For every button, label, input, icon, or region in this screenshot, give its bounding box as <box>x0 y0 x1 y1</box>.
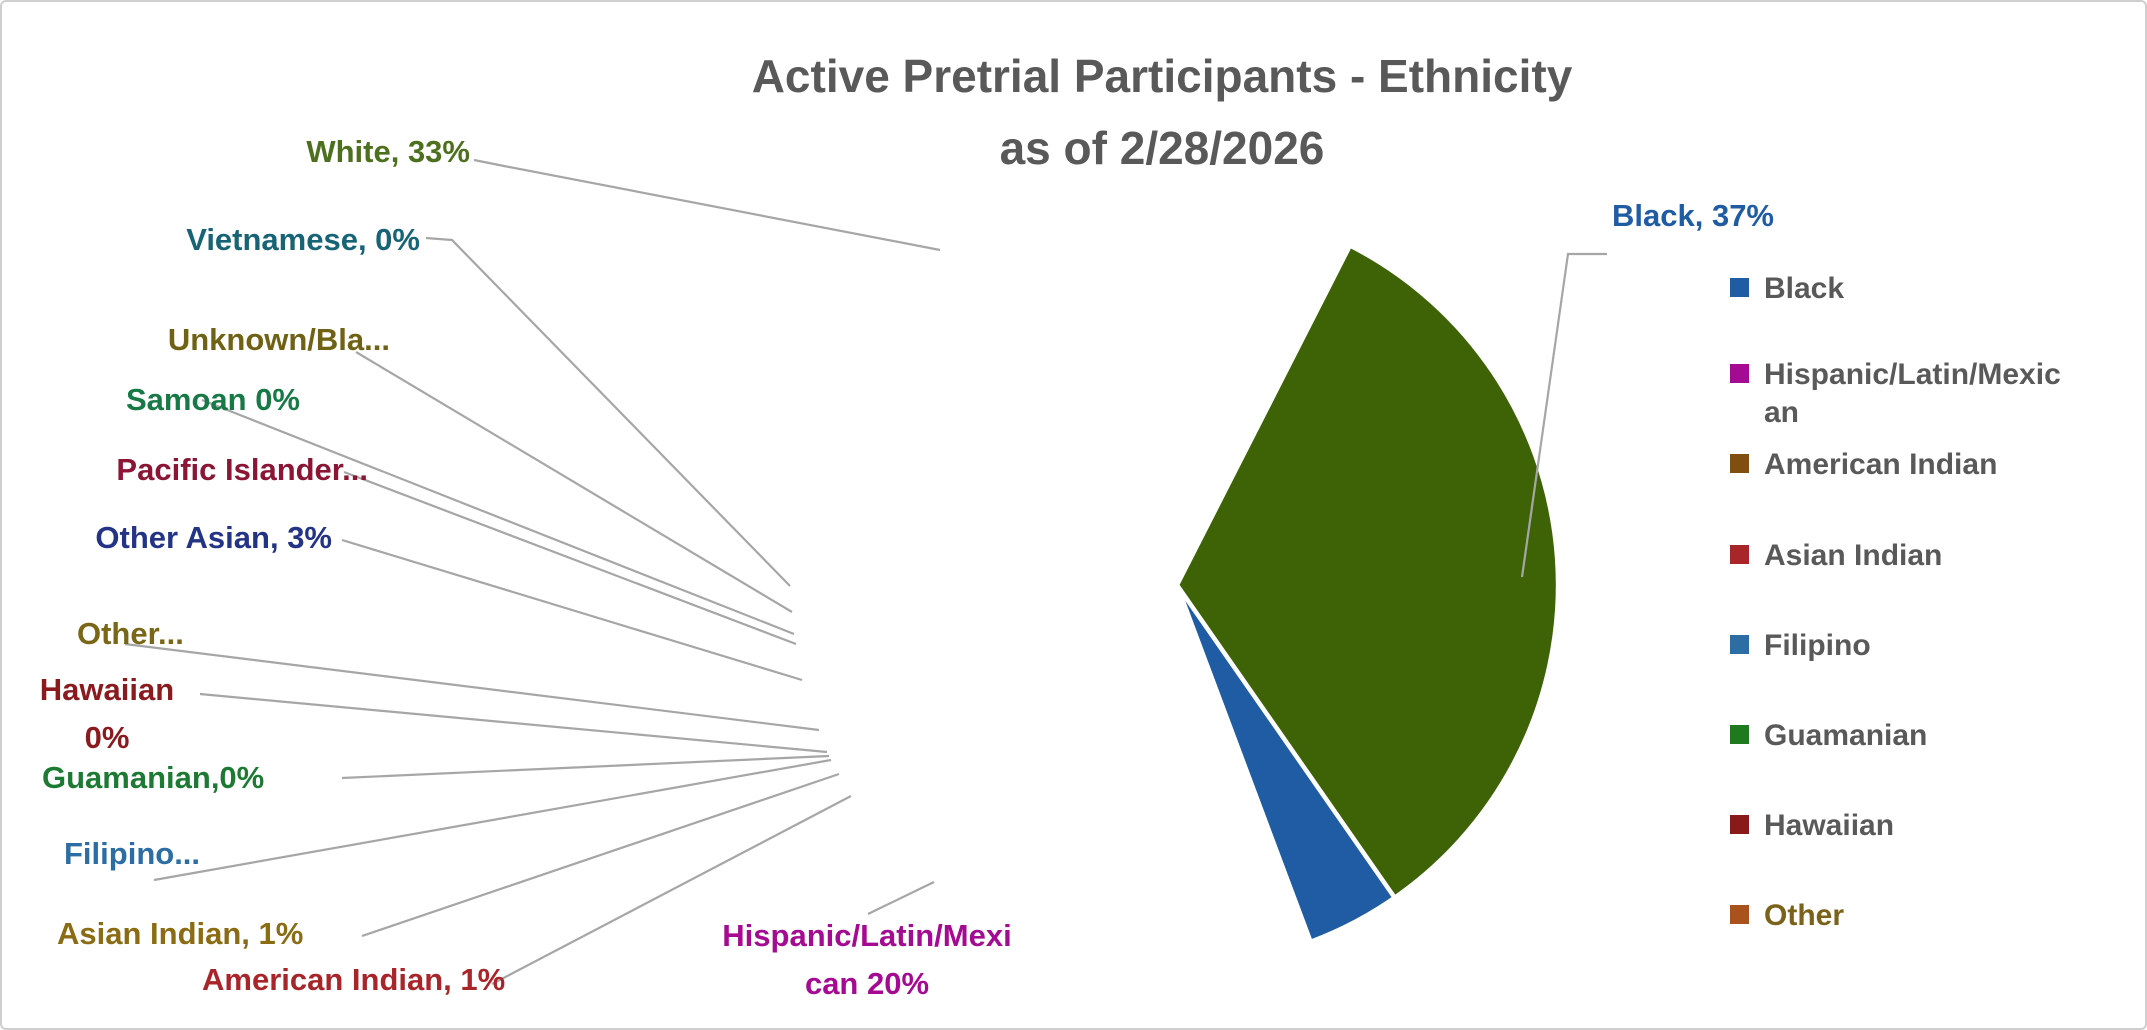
legend-swatch-icon <box>1730 905 1749 924</box>
legend-item-asian-indian: Asian Indian <box>1730 537 2064 575</box>
leader-line-filipino <box>153 758 832 882</box>
leader-line-pacific-islander <box>343 470 797 646</box>
legend-item-american-indian: American Indian <box>1730 446 2064 484</box>
legend-label: Guamanian <box>1764 719 1928 752</box>
leader-line-white <box>473 158 941 252</box>
data-label-vietnamese: Vietnamese, 0% <box>186 216 420 264</box>
data-label-other: Other... <box>77 610 184 658</box>
pie-slice-white <box>1174 243 1561 900</box>
leader-line-guamanian <box>341 754 830 780</box>
data-label-pacific-islander: Pacific Islander... <box>116 446 368 494</box>
data-label-pacific-islander-line: Pacific Islander... <box>116 452 368 487</box>
data-label-samoan: Samoan 0% <box>126 376 300 424</box>
data-label-guamanian-line: Guamanian,0% <box>42 760 265 795</box>
data-label-other-line: Other... <box>77 616 184 651</box>
data-label-other-asian-line: Other Asian, 3% <box>95 520 332 555</box>
leader-line-american-indian <box>491 795 852 985</box>
legend-swatch-icon <box>1730 635 1749 654</box>
data-label-filipino: Filipino... <box>64 830 200 878</box>
data-label-asian-indian-line: Asian Indian, 1% <box>57 916 304 951</box>
data-label-unknown-blank: Unknown/Bla... <box>168 316 390 364</box>
legend-label: Black <box>1764 272 1845 305</box>
data-label-vietnamese-line: Vietnamese, 0% <box>186 222 420 257</box>
data-label-hawaiian-line: Hawaiian <box>39 672 175 707</box>
legend-item-guamanian: Guamanian <box>1730 717 2064 755</box>
legend-swatch-icon <box>1730 278 1749 297</box>
data-label-filipino-line: Filipino... <box>64 836 201 871</box>
legend-item-hawaiian: Hawaiian <box>1730 807 2064 845</box>
data-label-hispanic-line: Hispanic/Latin/Mexi <box>722 918 1012 953</box>
chart-title-line1: Active Pretrial Participants - Ethnicity <box>751 50 1573 102</box>
data-label-guamanian: Guamanian,0% <box>42 754 264 802</box>
data-label-asian-indian: Asian Indian, 1% <box>57 910 303 958</box>
leader-line-unknown-blank <box>355 351 793 613</box>
leader-line-other <box>124 642 820 732</box>
legend-swatch-icon <box>1730 725 1749 744</box>
data-label-white-line: White, 33% <box>306 134 470 169</box>
legend-swatch-icon <box>1730 364 1749 383</box>
data-label-unknown-blank-line: Unknown/Bla... <box>167 322 390 357</box>
data-label-american-indian: American Indian, 1% <box>202 956 505 1004</box>
data-label-hawaiian-line: 0% <box>84 720 130 755</box>
chart-title: Active Pretrial Participants - Ethnicity… <box>522 40 1802 184</box>
legend-label: Asian Indian <box>1764 539 1943 572</box>
legend-label: Hawaiian <box>1764 809 1895 842</box>
legend-label: Filipino <box>1764 629 1871 662</box>
legend-label: Other <box>1764 899 1845 932</box>
legend-item-black: Black <box>1730 270 2064 308</box>
data-label-hispanic-line: can 20% <box>804 966 930 1001</box>
legend-label: American Indian <box>1764 448 1998 481</box>
data-label-white: White, 33% <box>306 128 470 176</box>
leader-line-asian-indian <box>361 772 840 938</box>
legend-item-other: Other <box>1730 897 2064 935</box>
data-label-black: Black, 37% <box>1612 192 1774 240</box>
leader-line-hispanic <box>867 881 935 915</box>
data-label-other-asian: Other Asian, 3% <box>95 514 332 562</box>
data-label-black-line: Black, 37% <box>1612 198 1774 233</box>
leader-line-black <box>1520 252 1607 578</box>
leader-line-samoan <box>201 398 795 636</box>
leader-line-vietnamese <box>425 236 791 587</box>
data-label-hispanic: Hispanic/Latin/Mexi can 20% <box>692 912 1042 1008</box>
data-label-hawaiian: Hawaiian 0% <box>17 666 197 762</box>
leader-line-other-asian <box>341 538 803 682</box>
legend-item-filipino: Filipino <box>1730 627 2064 665</box>
legend-label: Hispanic/Latin/Mexican <box>1764 358 2061 429</box>
legend-swatch-icon <box>1730 545 1749 564</box>
legend-item-hispanic-latin-mexican: Hispanic/Latin/Mexican <box>1730 356 2064 432</box>
chart-title-line2: as of 2/28/2026 <box>999 122 1325 174</box>
data-label-american-indian-line: American Indian, 1% <box>202 962 506 997</box>
leader-line-hawaiian <box>199 692 828 754</box>
data-label-samoan-line: Samoan 0% <box>125 382 300 417</box>
legend-swatch-icon <box>1730 454 1749 473</box>
legend-swatch-icon <box>1730 815 1749 834</box>
